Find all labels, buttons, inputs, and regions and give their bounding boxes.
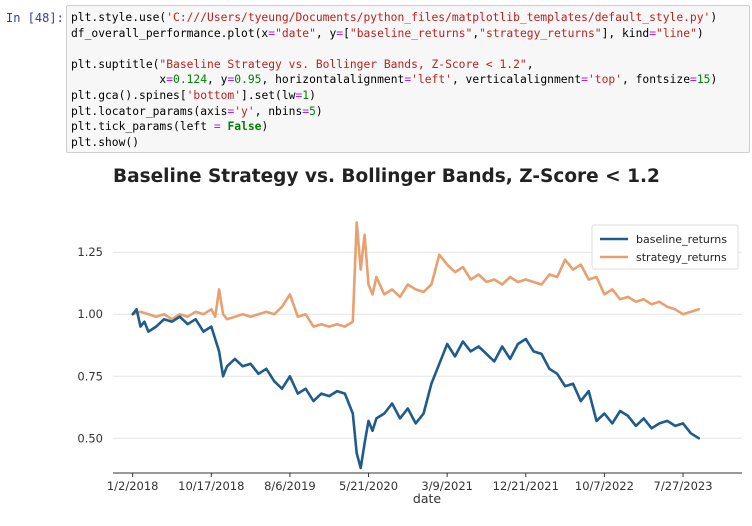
code-token: ): [315, 104, 323, 118]
code-token: , y: [207, 73, 228, 87]
axes: 0.50 0.75 1.00 1.25 1/2/2018 10/17/2018 8/6/20…: [77, 245, 742, 493]
code-token: ].set(lw: [241, 88, 296, 102]
code-line: plt.locator_params(axis='y', nbins=5): [71, 104, 745, 120]
code-token: 'bottom': [186, 88, 242, 102]
line-chart: Baseline Strategy vs. Bollinger Bands, Z…: [77, 166, 742, 506]
code-token: =: [581, 73, 588, 87]
code-token: plt.gca().spines[: [71, 88, 187, 102]
code-token: ): [261, 120, 269, 134]
chart-title: Baseline Strategy vs. Bollinger Bands, Z…: [113, 166, 660, 187]
code-token: 'top': [587, 73, 622, 87]
series-line-strategy-returns: [131, 221, 701, 328]
code-token: , nbins: [254, 104, 303, 118]
code-line: plt.suptitle("Baseline Strategy vs. Boll…: [71, 57, 745, 73]
notebook-code-cell[interactable]: In [48]: plt.style.use('C:///Users/tyeun…: [0, 0, 752, 160]
code-token: , verticalalignment: [451, 73, 582, 87]
code-token: 'C:///Users/tyeung/Documents/python_file…: [166, 11, 711, 24]
code-token: =: [227, 73, 235, 87]
x-tick-label: 7/27/2023: [654, 479, 713, 493]
x-tick-label: 8/6/2019: [264, 479, 316, 493]
code-token: "Baseline Strategy vs. Bollinger Bands, …: [159, 57, 527, 71]
code-token: ): [710, 73, 718, 87]
gridlines: [113, 251, 742, 439]
code-token: ,: [472, 26, 480, 40]
code-token: =: [336, 26, 344, 40]
code-token: "strategy_returns": [479, 26, 602, 40]
code-token: =: [213, 120, 221, 134]
code-token: plt.style.use(: [71, 11, 167, 24]
code-line: plt.show(): [71, 135, 745, 151]
legend: baseline_returns strategy_returns: [591, 224, 739, 270]
code-token: plt.suptitle(: [71, 57, 160, 71]
y-tick-label: 0.50: [77, 431, 103, 445]
code-token: plt.tick_params(left: [71, 120, 214, 134]
y-tick-label: 1.00: [77, 307, 103, 321]
code-token: "date": [275, 26, 316, 40]
code-line: [71, 41, 745, 57]
code-token: ], kind: [601, 26, 650, 40]
code-token: ,: [526, 57, 534, 71]
code-token: =: [295, 88, 303, 102]
cell-prompt: In [48]:: [6, 11, 64, 25]
code-token: 'left': [411, 73, 452, 87]
code-token: =: [166, 73, 174, 87]
plot-lines: [131, 221, 701, 470]
code-token: ): [309, 88, 316, 102]
code-token: [: [343, 26, 350, 40]
code-token: "line": [656, 26, 697, 40]
code-token: 5: [309, 104, 316, 118]
legend-entry: strategy_returns: [636, 251, 727, 264]
code-token: =: [690, 73, 697, 87]
code-token: False: [227, 120, 262, 134]
code-token: =: [302, 104, 310, 118]
code-line: x=0.124, y=0.95, horizontalalignment='le…: [71, 72, 745, 88]
code-token: 15: [696, 73, 711, 87]
y-tick-label: 1.25: [77, 245, 103, 259]
code-line: plt.tick_params(left = False): [71, 119, 745, 135]
legend-box: [591, 224, 739, 270]
legend-entry: baseline_returns: [636, 233, 727, 246]
code-token: =: [649, 26, 657, 40]
code-token: 0.124: [173, 73, 208, 87]
code-token: 'y': [234, 104, 255, 118]
code-token: =: [404, 73, 412, 87]
code-line: plt.style.use('C:///Users/tyeung/Documen…: [71, 10, 745, 26]
code-line: plt.gca().spines['bottom'].set(lw=1): [71, 88, 745, 104]
code-token: plt.locator_params(axis: [71, 104, 228, 118]
cell-output: Baseline Strategy vs. Bollinger Bands, Z…: [0, 160, 752, 522]
x-tick-label: 1/2/2018: [107, 479, 159, 493]
code-token: "baseline_returns": [349, 26, 473, 40]
code-token: , fontsize: [622, 73, 691, 87]
code-editor[interactable]: plt.style.use('C:///Users/tyeung/Documen…: [66, 5, 750, 153]
code-line: df_overall_performance.plot(x="date", y=…: [71, 26, 745, 42]
x-tick-label: 12/21/2021: [493, 479, 559, 493]
code-token: plt.show(): [71, 135, 140, 149]
x-tick-label: 10/17/2018: [178, 479, 244, 493]
code-token: , horizontalalignment: [261, 73, 405, 87]
code-token: 1: [302, 88, 310, 102]
x-tick-label: 3/9/2021: [421, 479, 473, 493]
x-axis-label: date: [413, 491, 441, 506]
x-tick-label: 10/7/2022: [575, 479, 634, 493]
series-line-baseline-returns: [131, 308, 701, 470]
code-token: 0.95: [234, 73, 262, 87]
code-token: ): [710, 11, 718, 24]
code-token: x: [71, 73, 167, 87]
code-token: =: [227, 104, 235, 118]
code-token: , y: [315, 26, 337, 40]
x-tick-label: 5/21/2020: [339, 479, 398, 493]
code-token: ): [696, 26, 704, 40]
code-token: =: [268, 26, 276, 40]
code-token: df_overall_performance.plot(x: [71, 26, 269, 40]
y-tick-label: 0.75: [77, 369, 103, 383]
